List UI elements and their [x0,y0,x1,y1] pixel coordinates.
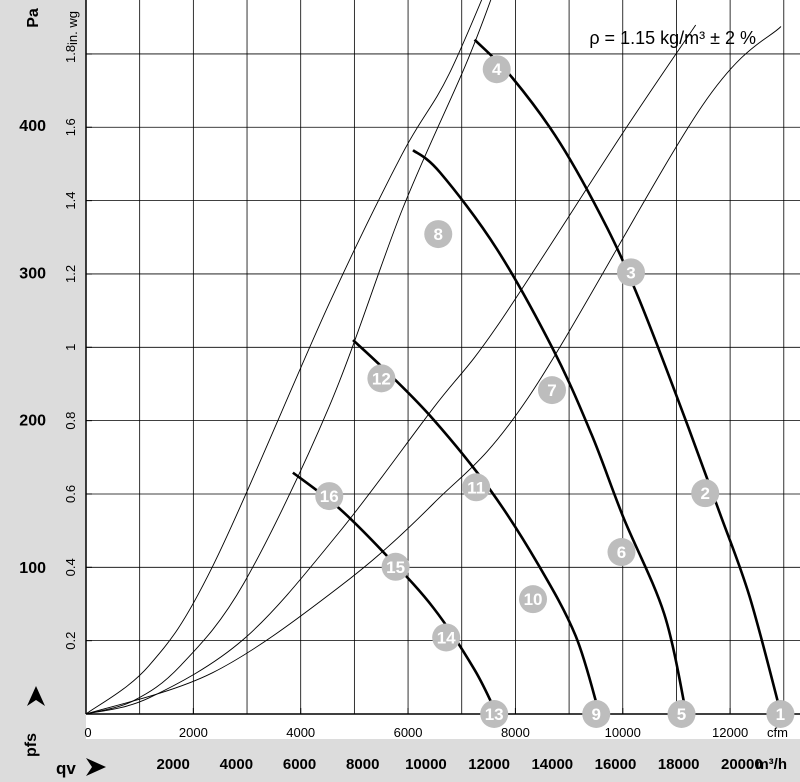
x-tick-label-cfm: 0 [84,725,91,740]
y-tick-label-inwg: 0.8 [63,412,78,430]
y-axis-arrow-icon [27,686,45,706]
x-tick-label-cfm: 8000 [501,725,530,740]
marker-label: 3 [626,263,635,282]
y-tick-label-pa: 300 [19,265,46,282]
operating-point-marker: 2 [691,479,720,508]
operating-point-marker: 14 [432,623,461,652]
chart-annotation: ρ = 1.15 kg/m³ ± 2 % [589,28,756,48]
y-tick-label-inwg: 0.2 [63,632,78,650]
operating-point-marker: 11 [462,473,491,502]
marker-circle [367,364,396,393]
marker-circle [691,479,720,508]
x-tick-label-cfm: 4000 [286,725,315,740]
operating-point-marker: 9 [582,700,611,728]
operating-point-marker: 1 [766,700,795,728]
marker-label: 8 [434,225,443,244]
y-tick-label-inwg: 1.6 [63,118,78,136]
x-tick-label-m3h: 20000 [721,756,763,773]
marker-label: 6 [617,543,626,562]
operating-point-marker: 10 [519,585,548,614]
operating-point-marker: 16 [315,482,344,511]
x-tick-label-m3h: 18000 [658,756,700,773]
marker-circle [432,623,461,652]
marker-label: 7 [547,381,556,400]
x-tick-label-m3h: 8000 [346,756,379,773]
y-unit-inwg: in. wg [65,11,80,45]
marker-circle [607,538,636,567]
operating-point-marker: 13 [480,700,509,728]
x-tick-label-m3h: 2000 [156,756,189,773]
x-tick-label-cfm: 12000 [712,725,748,740]
operating-point-marker: 15 [381,552,410,581]
y-tick-label-pa: 200 [19,413,46,430]
system-curve [85,24,697,715]
marker-circle [616,258,645,287]
operating-point-marker: 8 [424,220,453,249]
x-tick-label-m3h: 14000 [531,756,573,773]
marker-circle [667,700,696,728]
x-axis-label: qv [56,759,76,778]
x-tick-label-m3h: 4000 [220,756,253,773]
operating-point-marker: 12 [367,364,396,393]
y-axis-label: pfs [23,733,40,757]
axis-labels: ρ = 1.15 kg/m³ ± 2 % Pa in. wg cfm m³/h … [19,8,788,778]
marker-label: 5 [677,705,686,724]
y-tick-label-inwg: 1.8 [63,45,78,63]
y-tick-label-inwg: 1.4 [63,192,78,210]
marker-circle [537,376,566,405]
marker-label: 9 [591,705,600,724]
x-tick-label-cfm: 10000 [605,725,641,740]
system-curve [85,0,483,715]
marker-circle [582,700,611,728]
marker-circle [482,55,511,84]
y-unit-pa: Pa [25,8,42,28]
x-axis-arrow-icon [86,758,106,776]
x-unit-cfm: cfm [767,725,788,740]
marker-label: 4 [492,60,502,79]
x-tick-label-m3h: 12000 [468,756,510,773]
x-unit-m3h: m³/h [755,756,787,773]
x-tick-label-cfm: 6000 [394,725,423,740]
y-tick-label-pa: 100 [19,560,46,577]
y-tick-label-inwg: 1 [63,344,78,351]
marker-label: 1 [776,705,785,724]
system-curve [85,0,492,715]
fan-curve [412,149,688,715]
marker-label: 14 [437,628,456,647]
y-tick-label-inwg: 0.4 [63,558,78,576]
y-tick-label-inwg: 0.6 [63,485,78,503]
marker-label: 16 [320,487,339,506]
fan-curve [473,38,783,715]
marker-circle [480,700,509,728]
marker-label: 15 [386,558,405,577]
marker-circle [519,585,548,614]
x-tick-label-m3h: 10000 [405,756,447,773]
marker-circle [424,220,453,249]
y-tick-label-pa: 400 [19,118,46,135]
marker-circle [766,700,795,728]
x-tick-label-m3h: 6000 [283,756,316,773]
operating-point-marker: 3 [616,258,645,287]
x-tick-label-m3h: 16000 [595,756,637,773]
marker-label: 2 [700,484,709,503]
marker-label: 13 [485,705,504,724]
left-axis-band [0,0,86,782]
y-tick-label-inwg: 1.2 [63,265,78,283]
marker-label: 11 [467,478,485,497]
operating-point-marker: 7 [537,376,566,405]
x-tick-label-cfm: 2000 [179,725,208,740]
marker-circle [381,552,410,581]
operating-point-marker: 6 [607,538,636,567]
marker-label: 10 [524,590,543,609]
operating-point-marker: 4 [482,55,511,84]
operating-point-marker: 5 [667,700,696,728]
marker-circle [315,482,344,511]
system-curve [85,26,782,715]
marker-label: 12 [372,369,391,388]
marker-circle [462,473,491,502]
bottom-axis-band [86,739,800,782]
